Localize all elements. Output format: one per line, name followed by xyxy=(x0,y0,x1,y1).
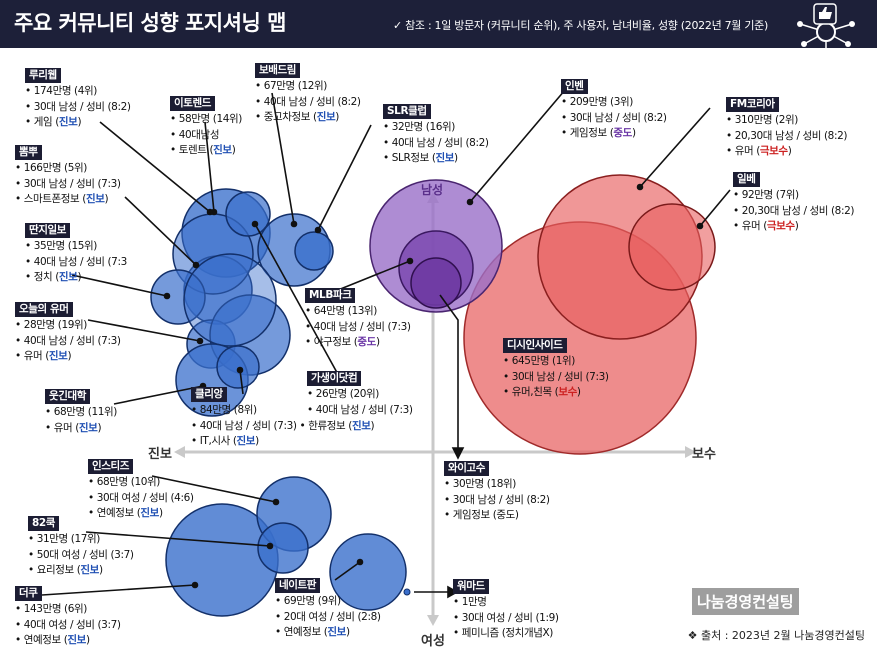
community-label-todayhumor: 오늘의 유머 28만명 (19위) 40대 남성 / 성비 (7:3) 유머 (… xyxy=(15,302,121,365)
community-label-mlbpark: MLB파크 64만명 (13위) 40대 남성 / 성비 (7:3) 야구정보 … xyxy=(305,288,411,351)
watermark: 나눔경영컨설팅 xyxy=(692,588,799,615)
community-label-instiz: 인스티즈 68만명 (10위) 30대 여성 / 성비 (4:6) 연예정보 (… xyxy=(88,459,194,522)
community-label-ddanzi: 딴지일보 35만명 (15위) 40대 남성 / 성비 (7:3 정치 (진보) xyxy=(25,223,127,286)
community-label-bobaedream: 보배드림 67만명 (12위) 40대 남성 / 성비 (8:2) 중고차정보 … xyxy=(255,63,361,126)
community-label-etorrent: 이토렌드 58만명 (14위) 40대남성 토렌트 (진보) xyxy=(170,96,242,159)
bubble-slrclub xyxy=(294,231,334,271)
community-label-fmkorea: FM코리아 310만명 (2위) 20,30대 남성 / 성비 (8:2) 유머… xyxy=(726,97,847,160)
source-note: ❖ 출처 : 2023년 2월 나눔경영컨설팅 xyxy=(687,629,865,642)
community-label-clien: 클리앙 84만명 (8위) 40대 남성 / 성비 (7:3) • 한류정보 (… xyxy=(191,387,375,450)
page-title: 주요 커뮤니티 성향 포지셔닝 맵 xyxy=(14,11,286,35)
community-label-theqoo: 더쿠 143만명 (6위) 40대 여성 / 성비 (3:7) 연예정보 (진보… xyxy=(15,586,121,649)
bubble-womad xyxy=(403,588,411,596)
positioning-map xyxy=(41,89,731,626)
community-label-dcinside: 디시인사이드 645만명 (1위) 30대 남성 / 성비 (7:3) 유머,친… xyxy=(503,338,609,401)
community-label-inven: 인벤 209만명 (3위) 30대 남성 / 성비 (8:2) 게임정보 (중도… xyxy=(561,79,667,142)
thumbs-up-network-icon xyxy=(797,3,855,48)
community-label-slrclub: SLR클럽 32만명 (16위) 40대 남성 / 성비 (8:2) SLR정보… xyxy=(383,104,489,167)
bubble-etorrent xyxy=(225,191,271,237)
community-label-womad: 워마드 1만명 30대 여성 / 성비 (1:9) 페미니즘 (정치개념X) xyxy=(453,579,559,642)
community-label-82cook: 82쿡 31만명 (17위) 50대 여성 / 성비 (3:7) 요리정보 (진… xyxy=(28,516,134,579)
bubble-gasengi xyxy=(216,345,260,389)
header-bar: 주요 커뮤니티 성향 포지셔닝 맵 ✓ 참조 : 1일 방문자 (커뮤니티 순위… xyxy=(0,0,877,48)
reference-note: ✓ 참조 : 1일 방문자 (커뮤니티 순위), 주 사용자, 남녀비율, 성향… xyxy=(393,19,768,32)
community-label-wygosu: 와이고수 30만명 (18위) 30대 남성 / 성비 (8:2) 게임정보 (… xyxy=(444,461,550,524)
axis-label-progressive: 진보 xyxy=(148,447,172,462)
community-label-natepann: 네이트판 69만명 (9위) 20대 여성 / 성비 (2:8) 연예정보 (진… xyxy=(275,578,381,641)
bubble-clien-outer xyxy=(183,253,277,347)
axis-label-female: 여성 xyxy=(421,634,445,649)
bubble-82cook xyxy=(257,522,309,574)
community-label-ppomppu: 뽐뿌 166만명 (5위) 30대 남성 / 성비 (7:3) 스마트폰정보 (… xyxy=(15,145,121,208)
axis-label-conservative: 보수 xyxy=(692,447,716,462)
bubble-ilbe xyxy=(628,203,716,291)
community-label-ruliweb: 루리웹 174만명 (4위) 30대 남성 / 성비 (8:2) 게임 (진보) xyxy=(25,68,131,131)
community-label-ilbe: 일베 92만명 (7위) 20,30대 남성 / 성비 (8:2) 유머 (극보… xyxy=(733,172,854,235)
community-label-humoruniv: 웃긴대학 68만명 (11위) 유머 (진보) xyxy=(45,389,117,436)
bubble-ddanzi xyxy=(150,269,206,325)
bubble-wygosu xyxy=(410,257,462,309)
axis-label-male: 남성 xyxy=(421,183,444,197)
